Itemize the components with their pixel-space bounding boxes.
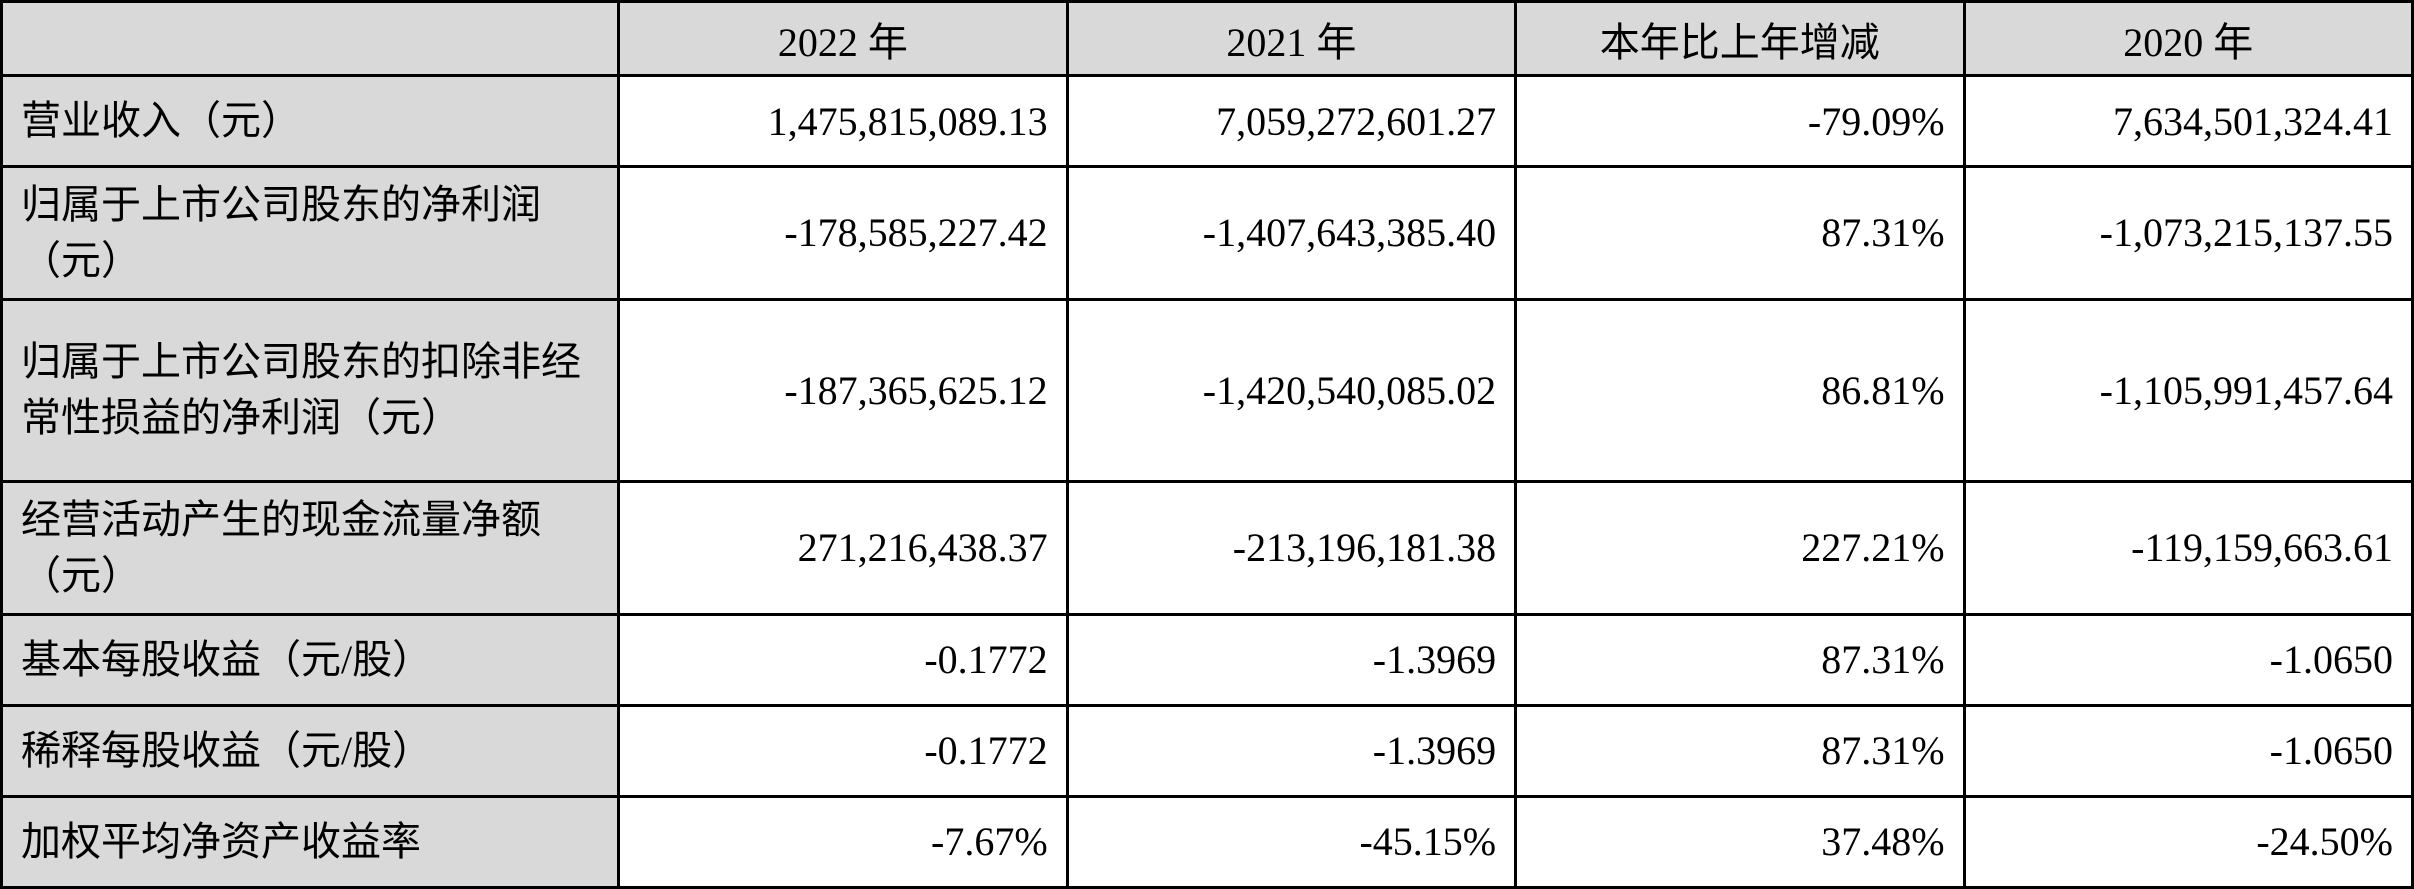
cell-y2021: -1,420,540,085.02 <box>1067 299 1515 481</box>
table-header-row: 2022 年 2021 年 本年比上年增减 2020 年 <box>2 2 2413 76</box>
row-label-text: 归属于上市公司股东的净利润（元） <box>21 177 599 289</box>
cell-y2020: -119,159,663.61 <box>1964 481 2412 614</box>
header-2020: 2020 年 <box>1964 2 2412 76</box>
cell-change: 87.31% <box>1516 167 1964 300</box>
row-label-text: 经营活动产生的现金流量净额（元） <box>21 492 599 604</box>
cell-y2021: -1.3969 <box>1067 614 1515 705</box>
financial-table-container: 2022 年 2021 年 本年比上年增减 2020 年 营业收入（元） 1,47… <box>0 0 2414 889</box>
cell-y2020: 7,634,501,324.41 <box>1964 76 2412 167</box>
header-label-blank <box>2 2 619 76</box>
cell-change: 86.81% <box>1516 299 1964 481</box>
table-row: 稀释每股收益（元/股） -0.1772-1.396987.31%-1.0650 <box>2 705 2413 796</box>
cell-y2020: -1.0650 <box>1964 705 2412 796</box>
row-label-text: 归属于上市公司股东的扣除非经常性损益的净利润（元） <box>21 334 599 446</box>
cell-y2021: -1.3969 <box>1067 705 1515 796</box>
table-row: 归属于上市公司股东的净利润（元）-178,585,227.42-1,407,64… <box>2 167 2413 300</box>
cell-y2022: 271,216,438.37 <box>619 481 1067 614</box>
cell-y2022: -0.1772 <box>619 614 1067 705</box>
row-label-text: 营业收入（元） <box>21 93 599 149</box>
cell-y2022: -178,585,227.42 <box>619 167 1067 300</box>
table-row: 营业收入（元） 1,475,815,089.137,059,272,601.27-… <box>2 76 2413 167</box>
cell-y2020: -1,073,215,137.55 <box>1964 167 2412 300</box>
row-label-text: 加权平均净资产收益率 <box>21 814 599 870</box>
row-label-text: 稀释每股收益（元/股） <box>21 723 599 779</box>
row-label-text: 基本每股收益（元/股） <box>21 632 599 688</box>
table-row: 基本每股收益（元/股） -0.1772-1.396987.31%-1.0650 <box>2 614 2413 705</box>
row-label: 稀释每股收益（元/股） <box>2 705 619 796</box>
cell-y2021: -213,196,181.38 <box>1067 481 1515 614</box>
header-change: 本年比上年增减 <box>1516 2 1964 76</box>
table-row: 加权平均净资产收益率 -7.67%-45.15%37.48%-24.50% <box>2 796 2413 887</box>
cell-change: 87.31% <box>1516 614 1964 705</box>
cell-y2020: -1.0650 <box>1964 614 2412 705</box>
cell-y2020: -1,105,991,457.64 <box>1964 299 2412 481</box>
row-label: 归属于上市公司股东的净利润（元） <box>2 167 619 300</box>
cell-change: 227.21% <box>1516 481 1964 614</box>
cell-y2022: 1,475,815,089.13 <box>619 76 1067 167</box>
cell-y2021: 7,059,272,601.27 <box>1067 76 1515 167</box>
row-label: 营业收入（元） <box>2 76 619 167</box>
cell-y2021: -45.15% <box>1067 796 1515 887</box>
cell-y2021: -1,407,643,385.40 <box>1067 167 1515 300</box>
row-label: 经营活动产生的现金流量净额（元） <box>2 481 619 614</box>
table-row: 归属于上市公司股东的扣除非经常性损益的净利润（元）-187,365,625.12… <box>2 299 2413 481</box>
cell-y2022: -0.1772 <box>619 705 1067 796</box>
cell-y2020: -24.50% <box>1964 796 2412 887</box>
row-label: 加权平均净资产收益率 <box>2 796 619 887</box>
table-body: 营业收入（元）1,475,815,089.137,059,272,601.27-… <box>2 76 2413 888</box>
table-row: 经营活动产生的现金流量净额（元）271,216,438.37-213,196,1… <box>2 481 2413 614</box>
cell-change: -79.09% <box>1516 76 1964 167</box>
cell-change: 87.31% <box>1516 705 1964 796</box>
row-label: 基本每股收益（元/股） <box>2 614 619 705</box>
cell-y2022: -7.67% <box>619 796 1067 887</box>
header-2022: 2022 年 <box>619 2 1067 76</box>
header-2021: 2021 年 <box>1067 2 1515 76</box>
row-label: 归属于上市公司股东的扣除非经常性损益的净利润（元） <box>2 299 619 481</box>
financial-table: 2022 年 2021 年 本年比上年增减 2020 年 营业收入（元） 1,47… <box>0 0 2414 889</box>
cell-y2022: -187,365,625.12 <box>619 299 1067 481</box>
cell-change: 37.48% <box>1516 796 1964 887</box>
